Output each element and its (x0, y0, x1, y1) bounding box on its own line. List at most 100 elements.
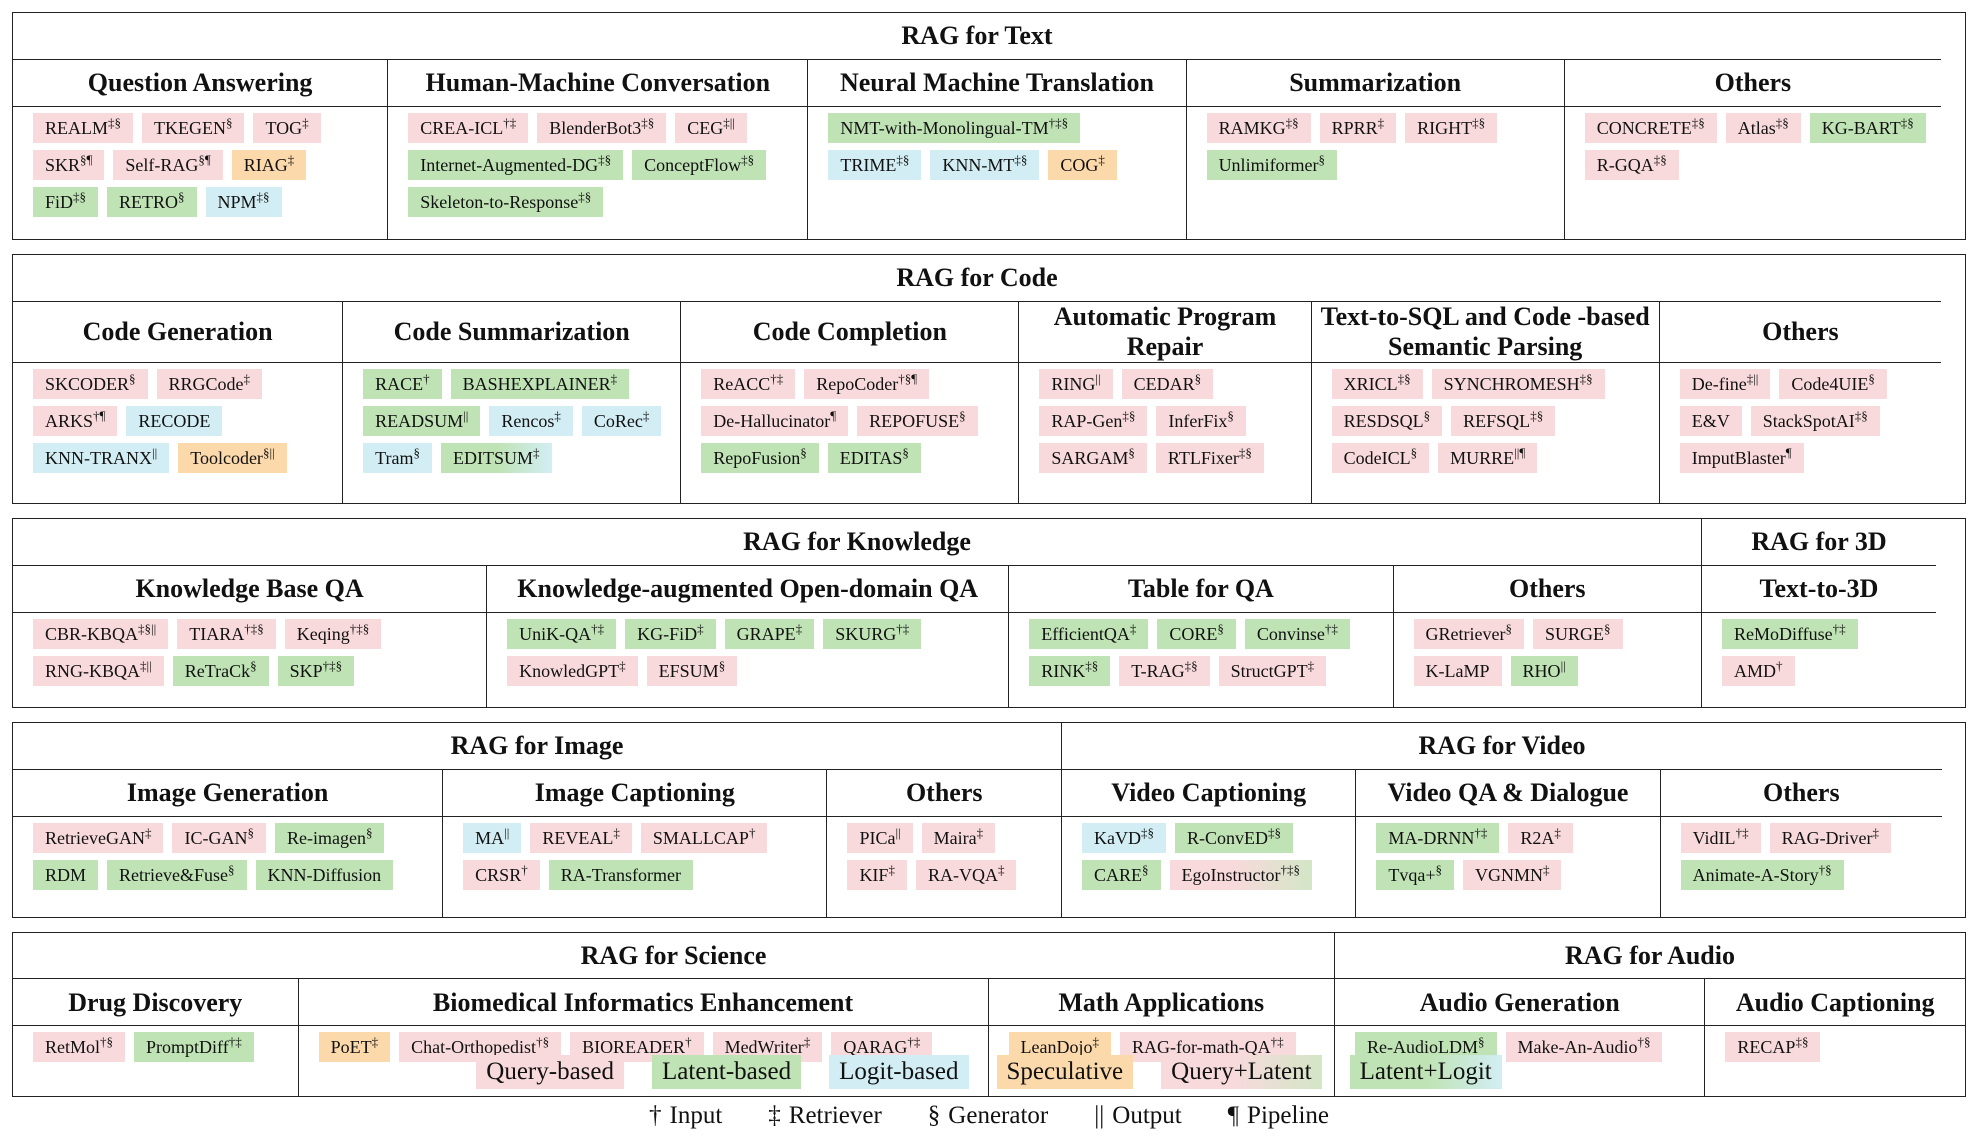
method-marks: ‡§ (1085, 657, 1099, 673)
method-tag: KG-FiD‡ (625, 618, 716, 649)
method-name: ReACC (713, 373, 771, 394)
method-tag: RA-Transformer (548, 859, 694, 890)
method-list: De-fine‡|| Code4UIE§ E&V StackSpotAI‡§ Imput… (1660, 363, 1941, 503)
column-title: Others (1564, 60, 1941, 107)
group-title: RAG for Code (13, 255, 1941, 302)
column-knowledge-base-qa: Knowledge Base QA CBR-KBQA‡§|| TIARA†‡§ Keq… (13, 566, 487, 707)
method-name: AMD (1734, 660, 1777, 681)
method-tag: StackSpotAI‡§ (1750, 405, 1880, 436)
method-marks: ‡§ (1854, 407, 1868, 423)
symbol-glyph: || (1094, 1102, 1105, 1129)
method-name: NPM (217, 191, 257, 212)
method-marks: †§ (1637, 1034, 1651, 1050)
method-name: REALM (45, 117, 108, 138)
method-name: CEDAR (1133, 373, 1195, 394)
method-name: Convinse (1256, 623, 1325, 644)
method-name: SURGE (1545, 623, 1605, 644)
method-name: KIF (859, 864, 889, 885)
method-marks: †‡ (228, 1034, 242, 1050)
method-tag: GRAPE‡ (724, 618, 815, 649)
legend-query-latent: Query+Latent (1161, 1055, 1322, 1089)
method-name: RAG-Driver (1781, 827, 1873, 848)
method-name: T-RAG (1131, 660, 1185, 681)
method-marks: ‡§ (1653, 151, 1667, 167)
method-marks: †§¶ (898, 370, 918, 386)
method-marks: †‡§ (322, 657, 343, 673)
method-tag: NPM‡§ (205, 186, 282, 217)
method-name: Unlimiformer (1218, 154, 1319, 175)
method-tag: RIGHT‡§ (1405, 112, 1498, 143)
method-marks: § (1478, 1034, 1485, 1050)
method-tag: RACE† (363, 368, 442, 399)
column-title: Biomedical Informatics Enhancement (298, 979, 988, 1027)
method-marks: ‡ (287, 151, 295, 167)
section-5: RAG for Science Drug Discovery RetMol†§ Pro… (12, 931, 1966, 1098)
method-name: CORE (1169, 623, 1218, 644)
method-name: SKCODER (45, 373, 130, 394)
column-title: Video QA & Dialogue (1356, 770, 1660, 817)
method-tag: CARE§ (1082, 859, 1161, 890)
method-marks: ‡ (302, 114, 309, 130)
method-tag: RIAG‡ (231, 149, 307, 180)
column-audio-generation: Audio Generation Re-AudioLDM§ Make-An-Audi… (1335, 979, 1705, 1096)
group-rag-for-knowledge: RAG for Knowledge Knowledge Base QA CBR-KB… (13, 519, 1701, 707)
method-tag: InferFix§ (1156, 405, 1246, 436)
section-2: RAG for Code Code Generation SKCODER§ RRGCo… (12, 253, 1966, 504)
method-tag: SKP†‡§ (277, 655, 355, 686)
method-marks: ‡ (619, 657, 626, 673)
column-title: Summarization (1186, 60, 1564, 107)
color-legend: Query-based Latent-based Logit-based Specul… (0, 1055, 1978, 1089)
method-tag: RETRO§ (107, 186, 197, 217)
column-title: Knowledge-augmented Open-domain QA (487, 566, 1009, 613)
method-name: TKEGEN (154, 117, 226, 138)
method-marks: †‡§ (1280, 861, 1301, 877)
method-name: Tram (375, 447, 414, 468)
method-name: BlenderBot3 (549, 117, 642, 138)
method-marks: ‡§ (641, 114, 655, 130)
method-tag: PromptDiff†‡ (134, 1032, 254, 1063)
method-marks: ‡§ (256, 188, 270, 204)
method-tag: RRGCode‡ (156, 368, 263, 399)
method-marks: ‡§ (1691, 114, 1705, 130)
column-summarization: Summarization RAMKG‡§ RPRR‡ RIGHT‡§ Unlimifo… (1185, 59, 1564, 239)
method-marks: § (1604, 620, 1611, 636)
group-title: RAG for Knowledge (13, 519, 1701, 566)
symbol-glyph: ¶ (1227, 1102, 1240, 1129)
method-name: ImputBlaster (1691, 447, 1786, 468)
method-tag: GRetriever§ (1413, 618, 1525, 649)
method-tag: RAMKG‡§ (1206, 112, 1311, 143)
section-1: RAG for Text Question Answering REALM‡§ TKE… (12, 12, 1966, 240)
method-marks: || (504, 824, 510, 840)
method-marks: †‡§ (244, 620, 264, 636)
group-rag-for-video: RAG for Video Video Captioning KaVD‡§ R-Con… (1061, 722, 1942, 917)
method-name: K-LaMP (1425, 660, 1490, 681)
method-tag: READSUM|| (363, 405, 481, 436)
method-list: PICa|| Maira‡ KIF‡ RA-VQA‡ (827, 817, 1061, 917)
method-marks: ‡§ (1238, 444, 1252, 460)
method-name: GRetriever (1425, 623, 1506, 644)
method-tag: CodeICL§ (1331, 442, 1430, 473)
section-groups: RAG for Text Question Answering REALM‡§ TKE… (13, 13, 1965, 239)
method-name: RTLFixer (1167, 447, 1239, 468)
method-name: MA-DRNN (1388, 827, 1475, 848)
method-list: NMT-with-Monolingual-TM†‡§ TRIME‡§ KNN-MT‡… (808, 107, 1185, 239)
method-marks: ‡§ (1122, 407, 1136, 423)
column-text-to-3d: Text-to-3D ReMoDiffuse†‡ AMD† (1702, 566, 1936, 707)
method-marks: †‡ (1270, 1034, 1284, 1050)
method-marks: †‡ (1832, 620, 1846, 636)
column-title: Text-to-SQL and Code -based Semantic Par… (1311, 302, 1659, 363)
symbol-glyph: § (927, 1102, 941, 1129)
method-tag: KnowledGPT‡ (507, 655, 638, 686)
group-title: RAG for Audio (1335, 933, 1965, 980)
symbol-glyph: ‡ (768, 1102, 781, 1129)
method-marks: ‡§ (1900, 114, 1914, 130)
method-marks: ‡§ (1014, 151, 1028, 167)
method-name: E&V (1691, 410, 1730, 431)
symbol-input: † Input (649, 1102, 722, 1130)
method-tag: KNN-MT‡§ (930, 149, 1040, 180)
method-tag: Tram§ (363, 442, 432, 473)
method-tag: SARGAM§ (1039, 442, 1147, 473)
method-tag: ARKS†¶ (33, 405, 118, 436)
column-human-machine-conversation: Human-Machine Conversation CREA-ICL†‡ Blen… (387, 59, 808, 239)
method-marks: ‡ (795, 620, 803, 636)
